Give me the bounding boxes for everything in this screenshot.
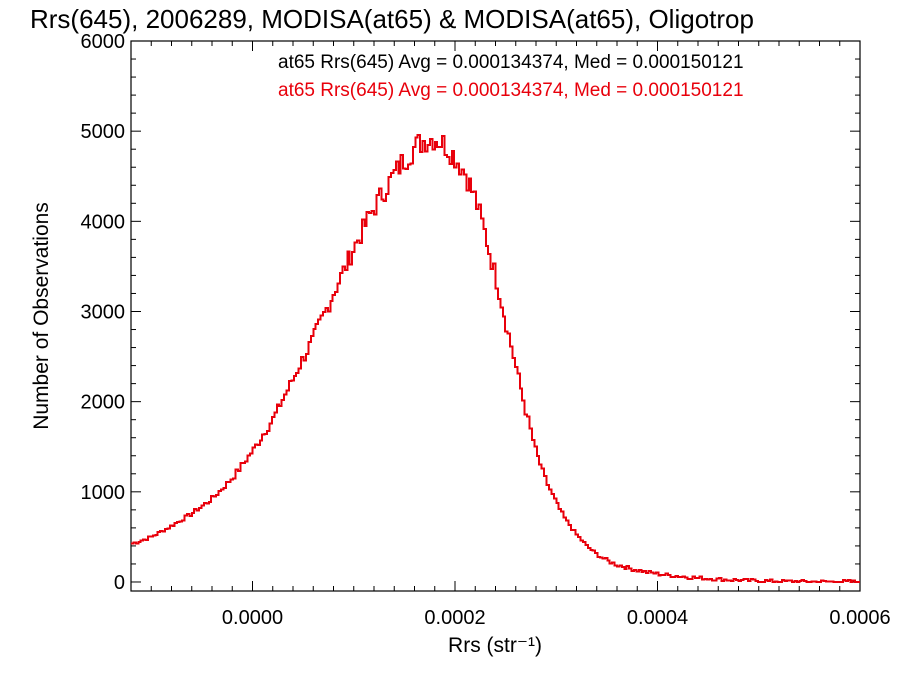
plot-frame (130, 40, 861, 592)
legend-entry-red: at65 Rrs(645) Avg = 0.000134374, Med = 0… (278, 80, 744, 101)
x-tick-label: 0.0004 (627, 607, 688, 629)
y-tick-label: 4000 (81, 211, 126, 233)
x-tick-label: 0.0002 (424, 607, 485, 629)
x-tick-label: 0.0000 (222, 607, 283, 629)
chart-title: Rrs(645), 2006289, MODISA(at65) & MODISA… (30, 4, 754, 34)
y-tick-label: 5000 (81, 121, 126, 143)
x-axis-label: Rrs (str⁻¹) (448, 634, 542, 657)
y-tick-label: 2000 (81, 392, 126, 414)
y-tick-label: 1000 (81, 482, 126, 504)
tick-labels: 0.0000 0.0002 0.0004 0.0006 0 1000 2000 3000 400… (81, 31, 891, 629)
x-tick-label: 0.0006 (829, 607, 890, 629)
histogram-series-line (131, 134, 860, 583)
y-tick-label: 0 (114, 572, 125, 594)
legend-entry-black: at65 Rrs(645) Avg = 0.000134374, Med = 0… (278, 52, 744, 73)
y-tick-label: 6000 (81, 31, 126, 53)
y-tick-label: 3000 (81, 301, 126, 323)
y-axis-label: Number of Observations (30, 202, 53, 430)
axis-ticks (130, 40, 861, 591)
